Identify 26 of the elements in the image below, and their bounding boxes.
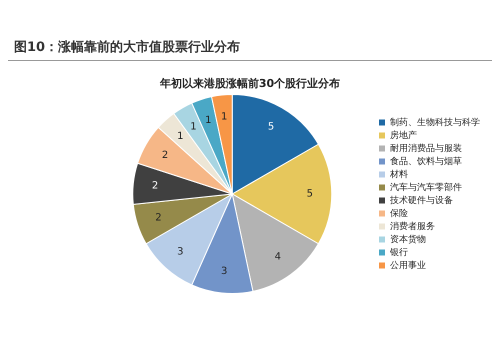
legend-label: 汽车与汽车零部件 xyxy=(390,182,462,193)
data-label: 1 xyxy=(220,111,228,122)
legend-label: 公用事业 xyxy=(390,260,426,271)
data-label: 5 xyxy=(306,188,314,200)
data-label: 2 xyxy=(152,180,158,192)
data-label: 3 xyxy=(177,246,184,258)
chart-title: 图10：涨幅靠前的大市值股票行业分布 xyxy=(14,38,240,56)
data-label: 2 xyxy=(155,212,162,224)
data-label: 3 xyxy=(220,266,228,277)
legend-label: 保险 xyxy=(390,208,408,219)
legend-label: 银行 xyxy=(389,246,408,258)
legend-label: 制药、生物科技与科学 xyxy=(390,116,480,128)
legend-label: 资本货物 xyxy=(390,234,426,245)
legend-label: 食品、饮料与烟草 xyxy=(390,156,462,167)
legend-label: 耐用消费品与服装 xyxy=(390,142,462,154)
chart-subtitle: 年初以来港股涨幅前30个股行业分布 xyxy=(158,76,342,91)
legend-label: 材料 xyxy=(389,168,408,180)
legend-label: 房地产 xyxy=(390,130,417,141)
legend-label: 消费者服务 xyxy=(390,220,435,232)
data-label: 1 xyxy=(205,114,212,126)
data-label: 1 xyxy=(177,130,184,142)
data-label: 2 xyxy=(162,150,168,161)
data-label: 5 xyxy=(268,121,274,132)
data-label: 1 xyxy=(190,121,197,132)
data-label: 4 xyxy=(274,251,282,262)
legend-label: 技术硬件与设备 xyxy=(389,194,453,206)
